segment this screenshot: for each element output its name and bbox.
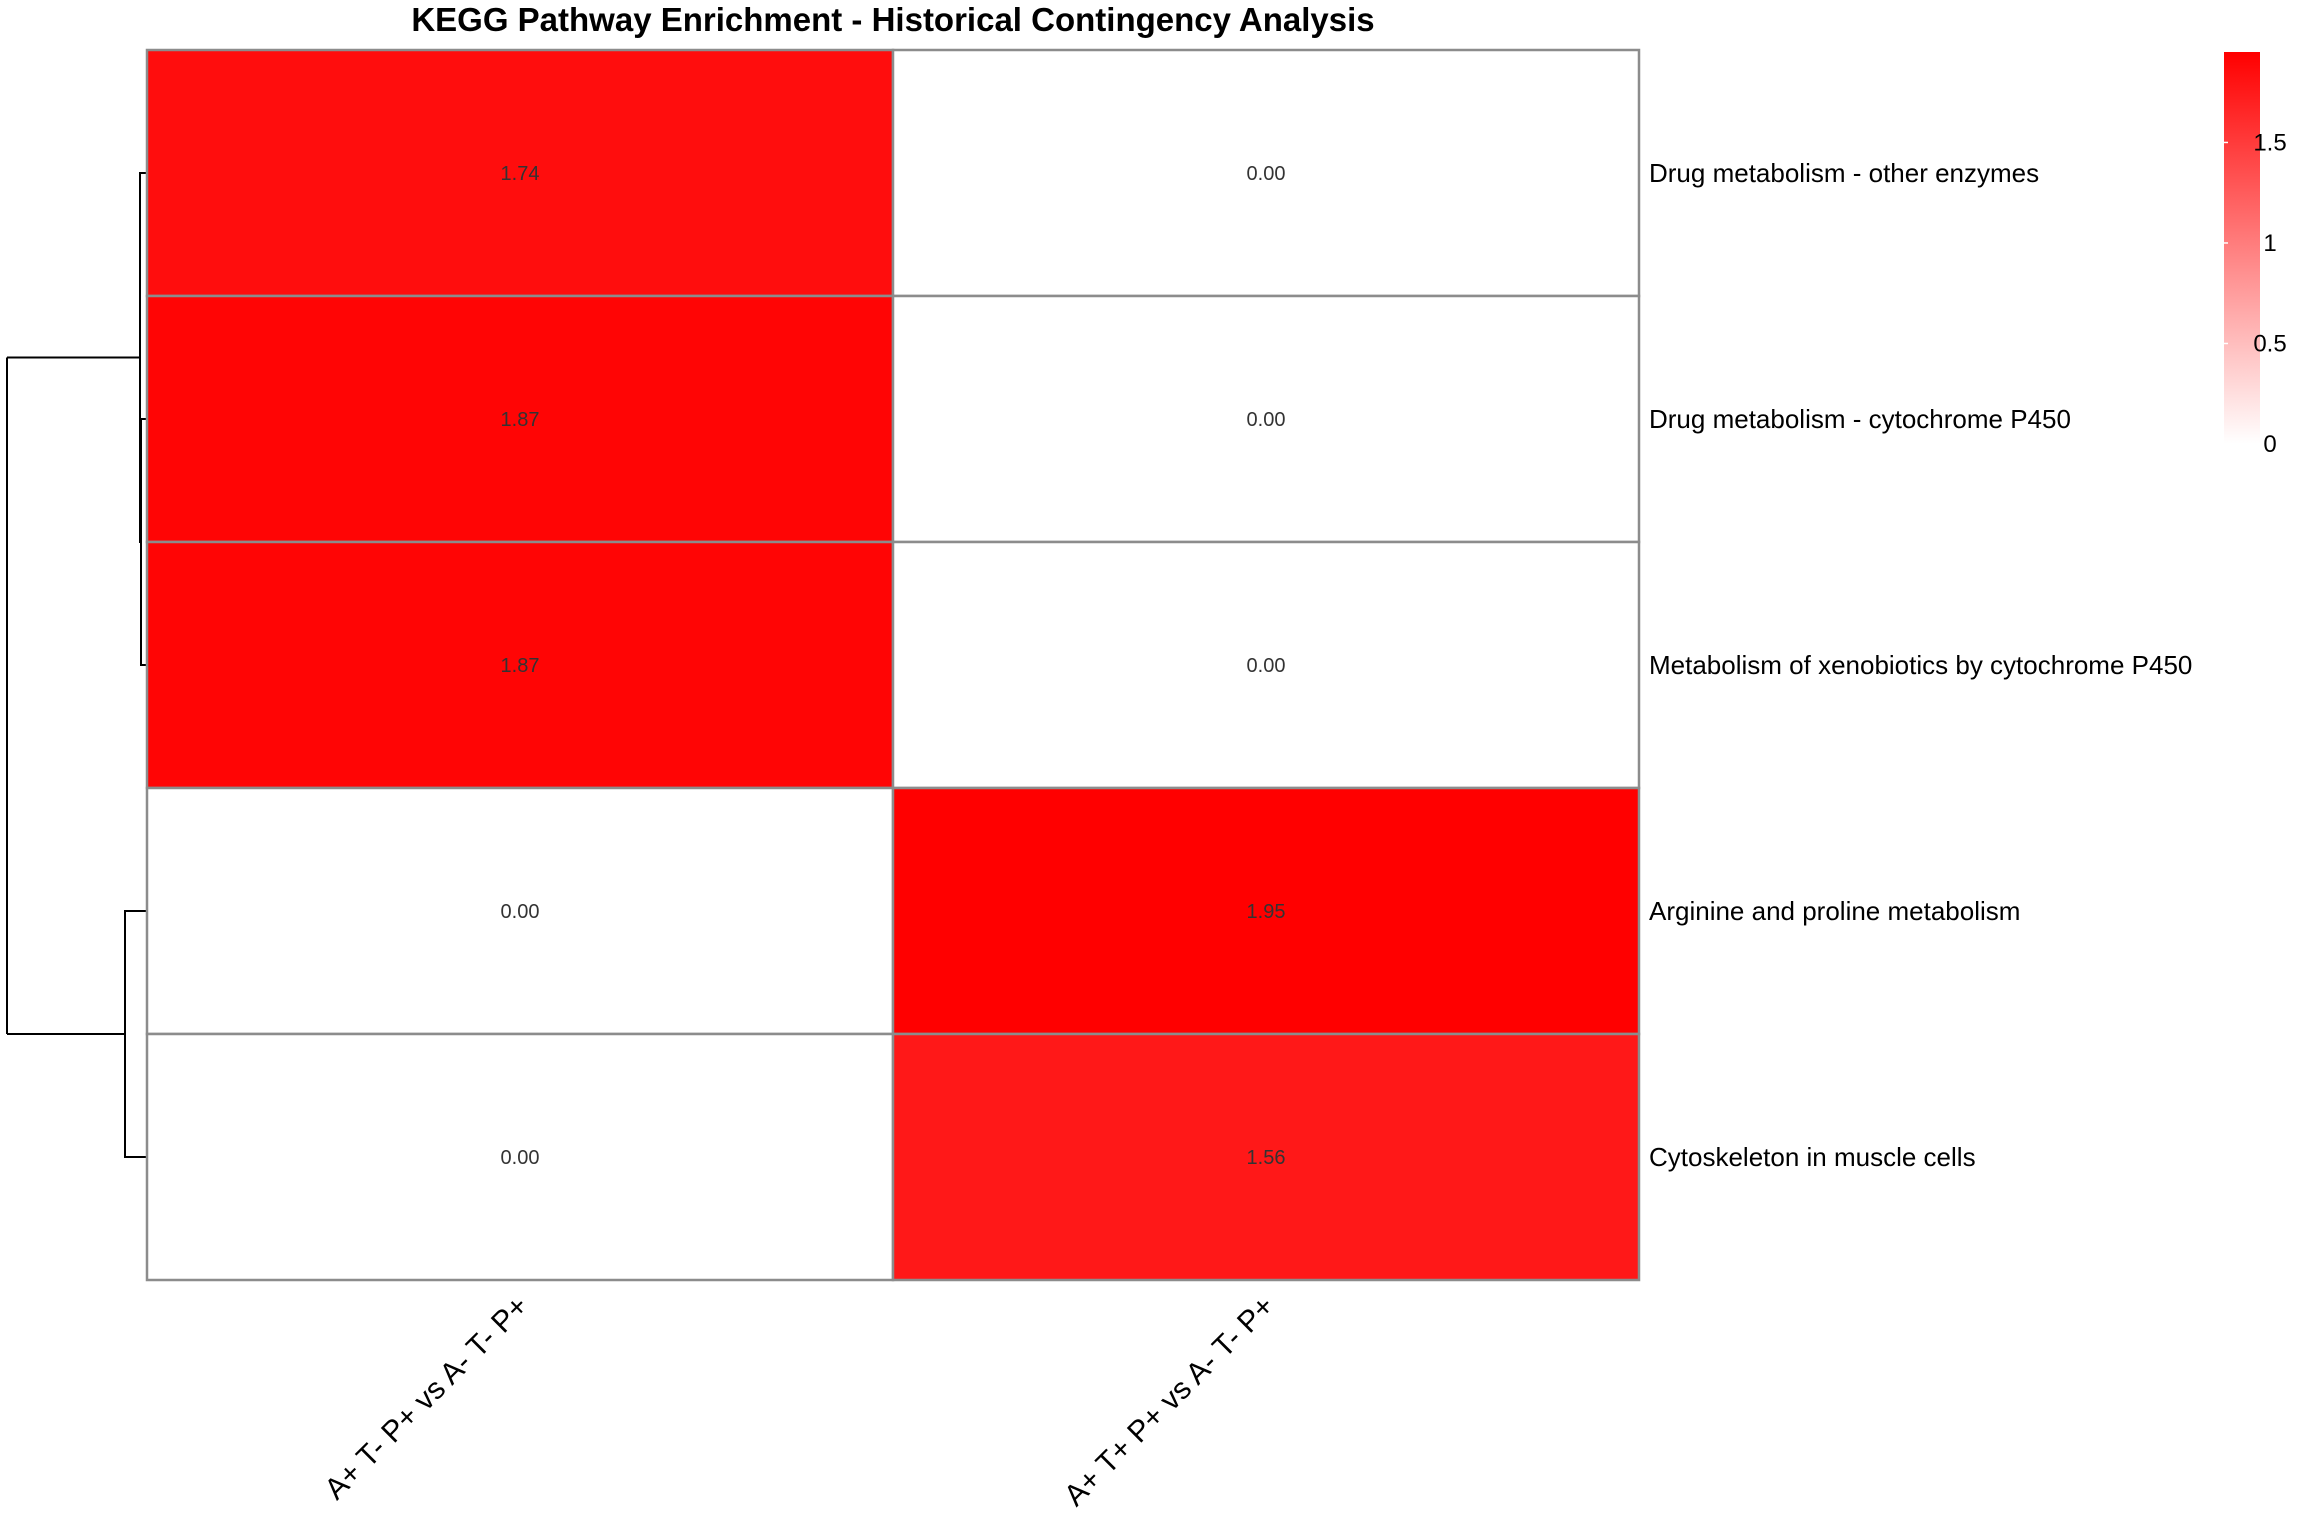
heatmap-cell [145, 1032, 895, 1282]
row-dendrogram [6, 172, 147, 1158]
heatmap-cell [891, 48, 1641, 298]
row-label: Drug metabolism - other enzymes [1649, 158, 2039, 188]
heatmap-cell [891, 786, 1641, 1036]
row-label: Drug metabolism - cytochrome P450 [1649, 404, 2071, 434]
row-label: Cytoskeleton in muscle cells [1649, 1142, 1976, 1172]
heatmap-cell [891, 1032, 1641, 1282]
heatmap-cell [145, 48, 895, 298]
legend-tick-label: 1 [2263, 230, 2276, 257]
cell-value-label: 1.74 [501, 163, 540, 185]
column-label: A+ T- P+ vs A- T- P+ [318, 1290, 535, 1507]
cell-value-label: 0.00 [1247, 409, 1286, 431]
cell-value-label: 1.87 [501, 409, 540, 431]
heatmap-cell [145, 786, 895, 1036]
legend-tick-label: 0.5 [2253, 330, 2286, 357]
cell-value-label: 0.00 [1247, 655, 1286, 677]
dendrogram-branch [124, 910, 147, 1158]
column-label: A+ T+ P+ vs A- T- P+ [1058, 1290, 1281, 1513]
heatmap-cell [891, 540, 1641, 790]
color-legend: 0 0.5 1 1.5 [2224, 52, 2287, 458]
cell-value-label: 1.56 [1247, 1147, 1286, 1169]
chart-title: KEGG Pathway Enrichment - Historical Con… [411, 1, 1374, 38]
heatmap-cell [145, 540, 895, 790]
row-label: Metabolism of xenobiotics by cytochrome … [1649, 650, 2192, 680]
cell-value-label: 1.87 [501, 655, 540, 677]
legend-tick-label: 1.5 [2253, 129, 2286, 156]
cell-value-label: 0.00 [501, 901, 540, 923]
column-labels: A+ T- P+ vs A- T- P+ A+ T+ P+ vs A- T- P+ [318, 1290, 1281, 1513]
heatmap-cell [145, 294, 895, 544]
row-labels: Drug metabolism - other enzymes Drug meta… [1649, 158, 2192, 1172]
cell-value-label: 0.00 [501, 1147, 540, 1169]
legend-color-bar [2224, 52, 2260, 444]
cell-value-label: 0.00 [1247, 163, 1286, 185]
heatmap-cells: 1.74 0.00 1.87 0.00 1.87 0.00 0.00 1.95 0.00 1.56 [145, 48, 1641, 1282]
heatmap-cell [891, 294, 1641, 544]
row-label: Arginine and proline metabolism [1649, 896, 2020, 926]
legend-tick-label: 0 [2263, 431, 2276, 458]
cell-value-label: 1.95 [1247, 901, 1286, 923]
